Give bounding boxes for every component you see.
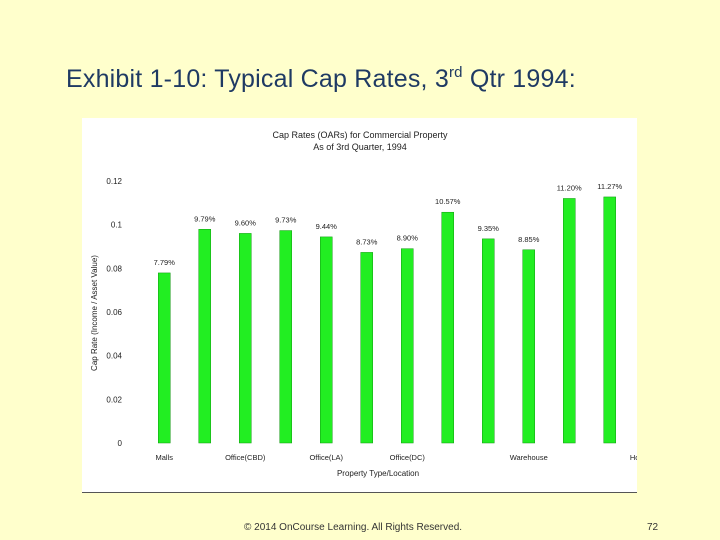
chart-container: Cap Rates (OARs) for Commercial Property… bbox=[82, 118, 637, 493]
bar bbox=[239, 233, 252, 444]
y-tick-label: 0.1 bbox=[111, 221, 123, 230]
y-tick-label: 0.02 bbox=[106, 395, 122, 404]
page-number: 72 bbox=[647, 522, 659, 533]
y-tick-label: 0 bbox=[118, 439, 123, 448]
data-label: 8.73% bbox=[356, 237, 378, 246]
x-axis-label: Property Type/Location bbox=[337, 469, 419, 478]
x-tick-label: Office(CBD) bbox=[225, 453, 266, 462]
cap-rate-chart: Cap Rates (OARs) for Commercial Property… bbox=[90, 130, 637, 478]
x-tick-label: Malls bbox=[155, 453, 173, 462]
x-tick-label: Hotels(LUX) bbox=[630, 453, 637, 462]
data-label: 9.35% bbox=[478, 224, 500, 233]
slide-title-main: Exhibit 1-10: Typical Cap Rates, 3 bbox=[66, 65, 449, 93]
data-label: 11.20% bbox=[557, 183, 582, 192]
bar bbox=[320, 236, 333, 444]
data-label: 9.79% bbox=[194, 214, 216, 223]
bar bbox=[158, 272, 171, 444]
slide-title-tail: Qtr 1994: bbox=[462, 65, 576, 93]
y-tick-label: 0.04 bbox=[106, 352, 122, 361]
chart-subtitle: As of 3rd Quarter, 1994 bbox=[313, 142, 407, 152]
x-tick-label: Warehouse bbox=[510, 453, 548, 462]
data-label: 9.60% bbox=[235, 218, 257, 227]
y-tick-label: 0.06 bbox=[106, 308, 122, 317]
data-label: 11.27% bbox=[597, 182, 622, 191]
y-tick-label: 0.12 bbox=[106, 177, 122, 186]
bar bbox=[522, 249, 535, 444]
bar bbox=[198, 229, 211, 444]
bar bbox=[360, 252, 373, 444]
slide-title: Exhibit 1-10: Typical Cap Rates, 3rd Qtr… bbox=[66, 64, 576, 94]
x-tick-label: Office(DC) bbox=[390, 453, 426, 462]
chart-title: Cap Rates (OARs) for Commercial Property bbox=[272, 130, 448, 140]
data-label: 9.73% bbox=[275, 216, 297, 225]
bar bbox=[482, 238, 495, 444]
footer-copyright: © 2014 OnCourse Learning. All Rights Res… bbox=[244, 522, 463, 533]
y-tick-label: 0.08 bbox=[106, 264, 122, 273]
bar bbox=[279, 230, 292, 444]
data-label: 8.85% bbox=[518, 235, 540, 244]
y-axis-label: Cap Rate (Income / Asset Value) bbox=[90, 255, 99, 371]
bar bbox=[401, 248, 414, 444]
data-label: 10.57% bbox=[435, 197, 461, 206]
slide-title-superscript: rd bbox=[448, 64, 463, 81]
data-label: 9.44% bbox=[316, 222, 338, 231]
bar bbox=[603, 196, 616, 444]
bar bbox=[563, 198, 576, 444]
x-tick-label: Office(LA) bbox=[309, 453, 343, 462]
data-label: 8.90% bbox=[397, 234, 419, 243]
data-label: 7.79% bbox=[154, 258, 176, 267]
bar bbox=[441, 211, 454, 444]
